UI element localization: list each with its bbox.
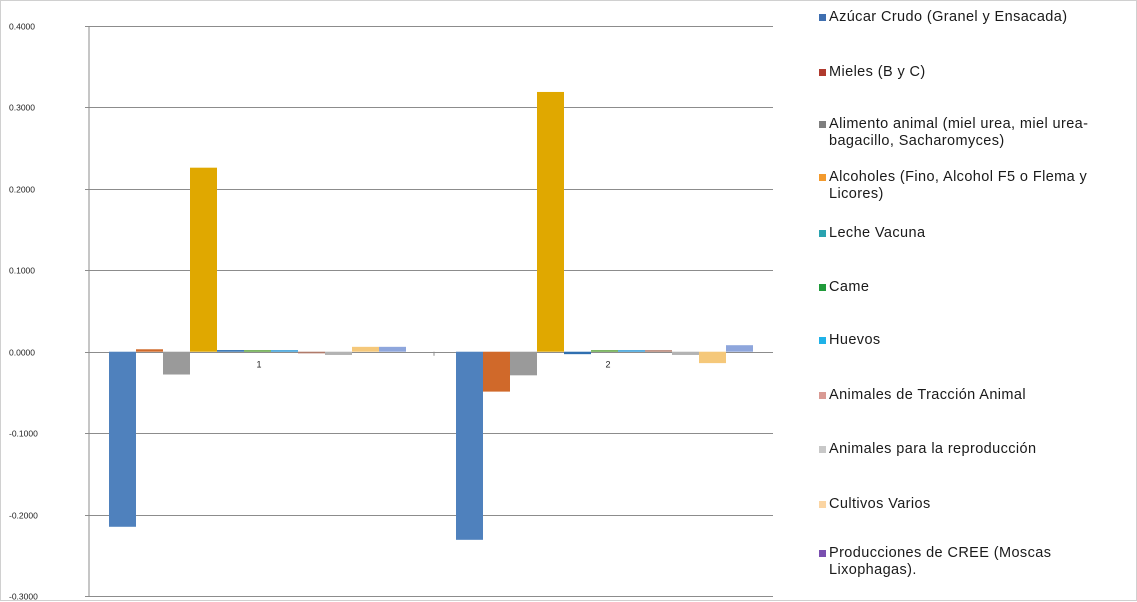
legend-label: Producciones de CREE (Moscas Lixophagas)… xyxy=(829,545,1052,578)
legend-item: Producciones de CREE (Moscas Lixophagas)… xyxy=(819,545,1135,579)
legend-swatch xyxy=(819,392,826,399)
legend-item: Alimento animal (miel urea, miel urea-ba… xyxy=(819,116,1135,150)
bar xyxy=(645,350,672,352)
legend-item: Leche Vacuna xyxy=(819,225,1135,242)
legend-swatch xyxy=(819,501,826,508)
bar xyxy=(217,350,244,352)
legend-swatch xyxy=(819,174,826,181)
legend-item: Animales para la reproducción xyxy=(819,441,1135,458)
bar xyxy=(109,351,136,527)
legend-item: Animales de Tracción Animal xyxy=(819,387,1135,404)
legend-swatch xyxy=(819,284,826,291)
legend-label: Alimento animal (miel urea, miel urea-ba… xyxy=(829,116,1089,149)
legend-label: Animales de Tracción Animal xyxy=(829,387,1026,403)
bar xyxy=(456,351,483,540)
legend-swatch xyxy=(819,14,826,21)
bar xyxy=(298,351,325,354)
legend-item: Mieles (B y C) xyxy=(819,64,1135,81)
bar xyxy=(510,351,537,376)
y-tick-label: 0.2000 xyxy=(9,185,35,195)
legend-swatch xyxy=(819,337,826,344)
x-category-label: 1 xyxy=(256,360,261,370)
bar xyxy=(618,350,645,352)
bar xyxy=(271,350,298,352)
legend-item: Came xyxy=(819,279,1135,296)
bar xyxy=(379,346,406,352)
bar xyxy=(564,351,591,355)
legend-swatch xyxy=(819,121,826,128)
legend-swatch xyxy=(819,230,826,237)
y-tick-label: 0.4000 xyxy=(9,22,35,32)
legend-item: Huevos xyxy=(819,332,1135,349)
chart-legend: Azúcar Crudo (Granel y Ensacada) Mieles (… xyxy=(819,9,1137,599)
legend-label: Animales para la reproducción xyxy=(829,441,1037,457)
y-tick-label: 0.1000 xyxy=(9,266,35,276)
legend-label: Mieles (B y C) xyxy=(829,64,926,80)
legend-label: Cultivos Varios xyxy=(829,496,931,512)
legend-label: Alcoholes (Fino, Alcohol F5 o Flema y Li… xyxy=(829,169,1088,202)
bar xyxy=(244,350,271,352)
x-category-label: 2 xyxy=(605,360,610,370)
legend-label: Huevos xyxy=(829,332,881,348)
legend-label: Azúcar Crudo (Granel y Ensacada) xyxy=(829,9,1068,25)
bar xyxy=(190,167,217,352)
legend-swatch xyxy=(819,446,826,453)
bar xyxy=(591,350,618,352)
bar xyxy=(537,91,564,352)
y-tick-label: -0.1000 xyxy=(9,429,38,439)
bar xyxy=(325,351,352,355)
bar xyxy=(163,351,190,375)
bar xyxy=(483,351,510,392)
y-tick-label: -0.2000 xyxy=(9,511,38,521)
bar-chart-plot: -0.3000 -0.2000 -0.1000 0.0000 0.1000 0.2000 0… xyxy=(9,22,773,602)
legend-item: Alcoholes (Fino, Alcohol F5 o Flema y Li… xyxy=(819,169,1135,203)
legend-swatch xyxy=(819,69,826,76)
y-tick-label: -0.3000 xyxy=(9,592,38,602)
bar xyxy=(699,351,726,364)
legend-item: Cultivos Varios xyxy=(819,496,1135,513)
legend-label: Came xyxy=(829,279,870,295)
legend-swatch xyxy=(819,550,826,557)
bar xyxy=(136,349,163,352)
bar xyxy=(726,345,753,352)
bar xyxy=(352,346,379,352)
y-tick-label: 0.3000 xyxy=(9,103,35,113)
bar xyxy=(672,351,699,355)
legend-label: Leche Vacuna xyxy=(829,225,926,241)
legend-item: Azúcar Crudo (Granel y Ensacada) xyxy=(819,9,1135,26)
y-tick-label: 0.0000 xyxy=(9,348,35,358)
